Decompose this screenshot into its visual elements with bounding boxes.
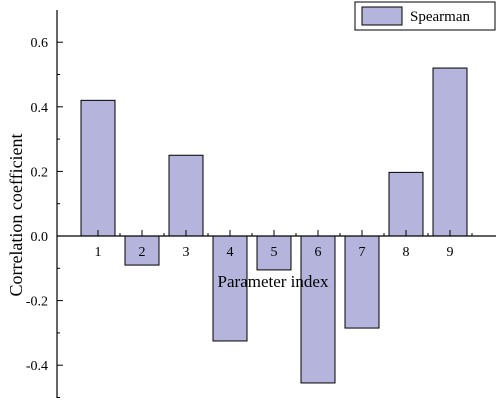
bar-8 bbox=[388, 171, 424, 237]
x-axis-label: Parameter index bbox=[218, 272, 329, 291]
y-axis-label: Correlation coefficient bbox=[6, 133, 26, 296]
y-tick-label-0.2: 0.2 bbox=[31, 165, 49, 180]
bar-3 bbox=[168, 154, 204, 237]
x-tick-label-9: 9 bbox=[447, 245, 454, 260]
bar-7 bbox=[344, 235, 380, 329]
y-tick-label--0.4: -0.4 bbox=[26, 359, 48, 374]
bar-2 bbox=[124, 235, 160, 266]
legend-label-spearman: Spearman bbox=[410, 9, 470, 25]
x-tick-label-2: 2 bbox=[139, 245, 146, 260]
y-tick-label-0.6: 0.6 bbox=[31, 36, 49, 51]
x-tick-label-7: 7 bbox=[359, 245, 366, 260]
x-tick-label-4: 4 bbox=[227, 245, 234, 260]
bar-6 bbox=[300, 235, 336, 384]
bar-1 bbox=[80, 99, 116, 237]
x-tick-label-5: 5 bbox=[271, 245, 278, 260]
x-tick-label-3: 3 bbox=[183, 245, 190, 260]
y-tick-label-0.4: 0.4 bbox=[31, 101, 49, 116]
x-tick-label-6: 6 bbox=[315, 245, 322, 260]
axes-group: 0.6 0.4 0.2 0.0 -0.2 -0.4 1 2 3 4 5 6 7 8 9 bbox=[26, 10, 496, 398]
legend: Spearman bbox=[354, 1, 496, 31]
bar-4 bbox=[212, 235, 248, 342]
y-tick-label--0.2: -0.2 bbox=[26, 295, 48, 310]
x-tick-label-1: 1 bbox=[95, 245, 102, 260]
legend-swatch-spearman bbox=[361, 6, 403, 26]
bar-9 bbox=[432, 67, 468, 237]
x-tick-label-8: 8 bbox=[403, 245, 410, 260]
y-tick-label-0.0: 0.0 bbox=[31, 230, 49, 245]
bars-group bbox=[80, 67, 468, 384]
